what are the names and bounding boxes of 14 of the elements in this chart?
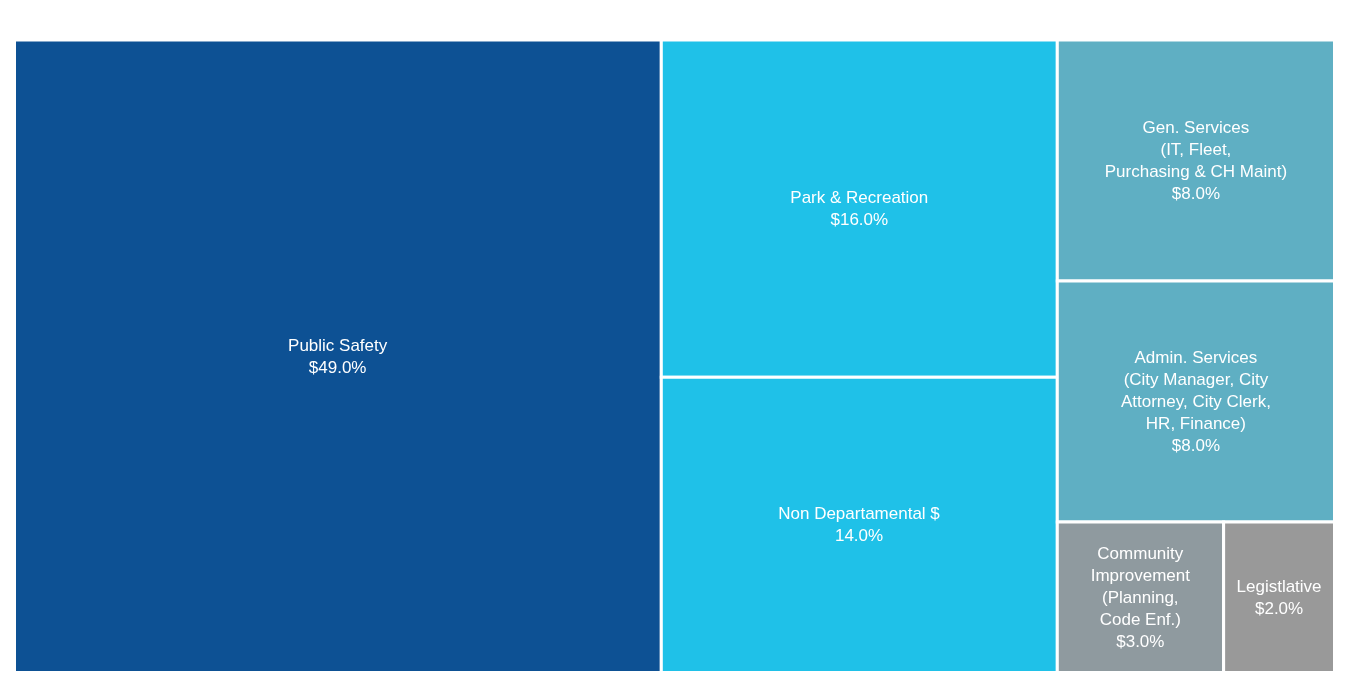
category-label: Legistlative [1236, 576, 1322, 596]
category-label: Community Improvement (Planning, Code Enf.) [1090, 543, 1191, 629]
data-label: 14.0% [834, 526, 884, 546]
data-label: $3.0% [1116, 631, 1165, 651]
category-label: Admin. Services (City Manager, City Attorney, City Clerk, HR, Finance) [1120, 347, 1271, 434]
category-label: Gen. Services (IT, Fleet, Purchasing & CH Maint) [1104, 117, 1288, 182]
data-label: $16.0% [830, 210, 889, 230]
category-label: Public Safety [288, 335, 388, 355]
data-label: $8.0% [1171, 436, 1220, 456]
category-label: Non Departamental $ [778, 504, 941, 524]
data-label: $2.0% [1254, 598, 1304, 618]
data-label: $49.0% [308, 357, 367, 377]
category-label: Park & Recreation [790, 188, 929, 208]
data-label: $8.0% [1171, 184, 1220, 204]
